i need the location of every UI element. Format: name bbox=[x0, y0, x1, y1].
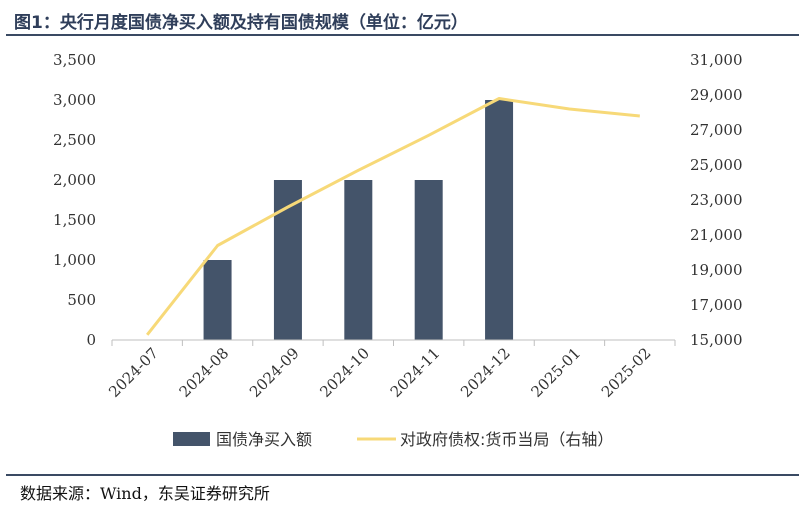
bar bbox=[414, 180, 443, 340]
right-axis-tick-label: 19,000 bbox=[690, 261, 743, 279]
right-axis-tick-label: 29,000 bbox=[690, 86, 743, 104]
right-axis-tick-label: 23,000 bbox=[690, 191, 743, 209]
right-axis-tick-label: 27,000 bbox=[690, 121, 743, 139]
chart-title: 图1：央行月度国债净买入额及持有国债规模（单位：亿元） bbox=[14, 13, 468, 33]
x-axis-tick-label: 2025-02 bbox=[598, 344, 655, 401]
left-axis-tick-label: 1,500 bbox=[53, 211, 96, 229]
bar bbox=[485, 100, 514, 340]
right-axis-tick-label: 25,000 bbox=[690, 156, 743, 174]
x-axis-tick-label: 2024-10 bbox=[316, 344, 373, 401]
legend-swatch-bar bbox=[173, 432, 210, 446]
x-axis-tick-label: 2024-12 bbox=[457, 344, 514, 401]
right-axis-tick-label: 31,000 bbox=[690, 51, 743, 69]
line-series bbox=[146, 97, 640, 336]
x-axis-tick-label: 2024-11 bbox=[387, 344, 444, 401]
title-bar: 图1：央行月度国债净买入额及持有国债规模（单位：亿元） bbox=[6, 4, 799, 36]
right-axis-tick-label: 15,000 bbox=[690, 331, 743, 349]
x-axis-tick-label: 2024-07 bbox=[105, 344, 162, 401]
left-axis-tick-label: 1,000 bbox=[53, 251, 96, 269]
bar bbox=[344, 180, 373, 340]
left-axis-tick-label: 0 bbox=[86, 331, 96, 349]
x-axis-tick-label: 2024-09 bbox=[246, 344, 303, 401]
left-axis-tick-label: 3,000 bbox=[53, 91, 96, 109]
left-axis-tick-label: 3,500 bbox=[53, 51, 96, 69]
left-axis-tick-label: 2,000 bbox=[53, 171, 96, 189]
x-axis-tick-label: 2025-01 bbox=[527, 344, 584, 401]
left-axis-tick-label: 2,500 bbox=[53, 131, 96, 149]
legend-label-bar: 国债净买入额 bbox=[216, 430, 312, 449]
divider bbox=[6, 474, 799, 476]
chart: 0 500 1,000 1,500 2,000 2,500 3,000 3,500 15,000… bbox=[53, 51, 743, 449]
right-axis-tick-label: 17,000 bbox=[690, 296, 743, 314]
left-axis-tick-label: 500 bbox=[67, 291, 96, 309]
x-axis-tick-label: 2024-08 bbox=[176, 344, 233, 401]
right-axis-tick-label: 21,000 bbox=[690, 226, 743, 244]
bar bbox=[203, 260, 232, 340]
legend-label-line: 对政府债权:货币当局（右轴） bbox=[400, 430, 613, 449]
bar bbox=[273, 180, 302, 340]
source-note: 数据来源：Wind，东吴证券研究所 bbox=[20, 484, 270, 503]
